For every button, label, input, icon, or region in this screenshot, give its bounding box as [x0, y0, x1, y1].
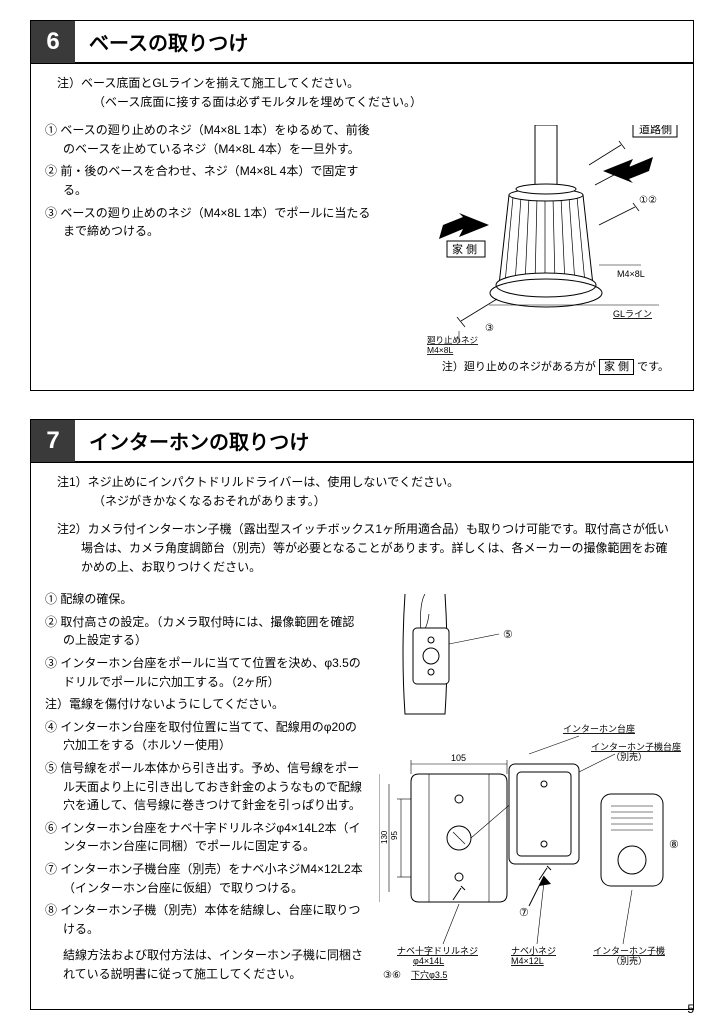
callout-12: ①② [639, 195, 657, 206]
section-7-title: インターホンの取りつけ [75, 420, 693, 462]
section-6: 6 ベースの取りつけ 注）ベース底面とGLラインを揃えて施工してください。 （ベ… [30, 20, 694, 391]
callout-7: ⑦ [519, 907, 529, 919]
step-5: ⑤ 信号線をポール本体から引き出す。予め、信号線をポール天面より上に引き出してお… [63, 759, 365, 815]
step-1: ① 配線の確保。 [63, 590, 365, 609]
step-6: ⑥ インターホン台座をナベ十字ドリルネジφ4×14L2本（インターホン台座に同梱… [63, 819, 365, 856]
callout-8: ⑧ [669, 839, 679, 851]
section-6-diagram: 道路側 家 側 ①② ③ M4×8L GLライン 廻り止めネジ [383, 121, 679, 355]
step-3: ③ ベースの廻り止めのネジ（M4×8L 1本）でポールに当たるまで締めつける。 [63, 204, 375, 241]
label-koki-a: インターホン子機 [593, 945, 665, 956]
step-2: ② 前・後のベースを合わせ、ネジ（M4×8L 4本）で固定する。 [63, 162, 375, 199]
note-text: （ベース底面に接する面は必ずモルタルを埋めてください。） [93, 93, 679, 112]
step-8: ⑧ インターホン子機（別売）本体を結線し、台座に取りつける。 [63, 901, 365, 938]
callout-36: ③⑥ [383, 970, 401, 981]
callout-5: ⑤ [503, 629, 513, 641]
note-1b: （ネジがきかなくなるおそれがあります。） [93, 492, 679, 511]
label-daiza: インターホン台座 [563, 723, 635, 734]
step-3: ③ インターホン台座をポールに当てて位置を決め、φ3.5のドリルでポールに穴加工… [63, 654, 365, 691]
final-note: 結線方法および取付方法は、インターホン子機に同梱されている説明書に従って施工して… [63, 946, 365, 983]
label-koki-b: （別売） [611, 955, 647, 966]
label-m4: M4×8L [617, 269, 645, 279]
label-nabe-d-b: φ4×14L [413, 956, 444, 966]
step-2: ② 取付高さの設定。（カメラ取付時には、撮像範囲を確認の上設定する） [63, 613, 365, 650]
note-2: 注2）カメラ付インターホン子機（露出型スイッチボックス1ヶ所用適合品）も取りつけ… [81, 520, 679, 576]
page-number: 5 [687, 1002, 694, 1016]
note-1a: 注1）ネジ止めにインパクトドリルドライバーは、使用しないでください。 [81, 473, 679, 492]
label-gl: GLライン [613, 309, 652, 319]
section-7: 7 インターホンの取りつけ 注1）ネジ止めにインパクトドリルドライバーは、使用し… [30, 419, 694, 1010]
step-7: ⑦ インターホン子機台座（別売）をナベ小ネジM4×12L2本（インターホン台座に… [63, 860, 365, 897]
label-kodai-a: インターホン子機台座 [591, 741, 681, 752]
label-nabe-k-a: ナベ小ネジ [511, 946, 556, 956]
dim-130: 130 [380, 830, 389, 844]
section-6-footnote: 注）廻り止めのネジがある方が 家 側 です。 [45, 359, 679, 376]
label-road: 道路側 [639, 125, 672, 136]
callout-3: ③ [485, 323, 494, 334]
step-1: ① ベースの廻り止めのネジ（M4×8L 1本）をゆるめて、前後のベースを止めてい… [63, 121, 375, 158]
section-7-header: 7 インターホンの取りつけ [31, 420, 693, 463]
section-6-number: 6 [31, 21, 75, 63]
step-4: ④ インターホン台座を取付位置に当てて、配線用のφ20の穴加工をする（ホルソー使… [63, 718, 365, 755]
label-nabe-k-b: M4×12L [511, 956, 544, 966]
label-shita: 下穴φ3.5 [411, 969, 447, 980]
section-6-header: 6 ベースの取りつけ [31, 21, 693, 64]
note-text: 注）ベース底面とGLラインを揃えて施工してください。 [81, 74, 679, 93]
label-kodai-b: （別売） [611, 751, 647, 762]
section-7-diagram: ⑤ [373, 590, 689, 995]
label-house: 家 側 [452, 242, 477, 256]
section-7-number: 7 [31, 420, 75, 462]
dim-95: 95 [390, 831, 399, 840]
caution: 注）電線を傷付けないようにしてください。 [63, 695, 365, 714]
section-6-title: ベースの取りつけ [75, 21, 693, 63]
label-mawari-b: M4×8L [427, 345, 453, 355]
dim-105: 105 [451, 753, 466, 763]
label-mawari-a: 廻り止めネジ [427, 335, 478, 345]
label-nabe-d-a: ナベ十字ドリルネジ [397, 945, 478, 956]
